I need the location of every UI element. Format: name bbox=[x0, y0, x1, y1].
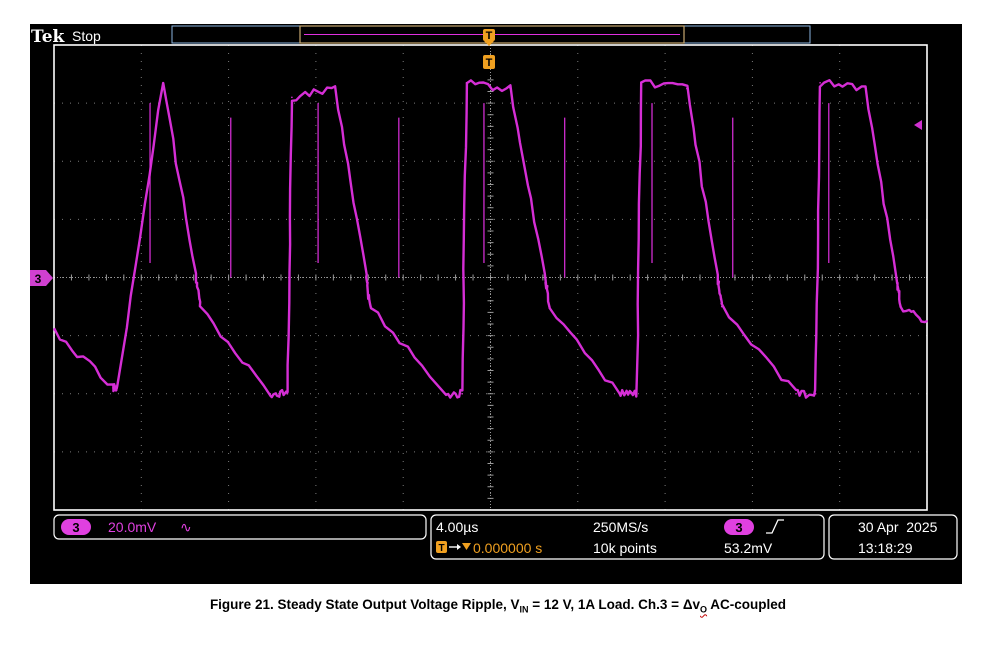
trigger-source: 3 bbox=[735, 520, 742, 535]
channel-readout[interactable]: 3 20.0mV ∿ bbox=[53, 514, 427, 540]
svg-text:T: T bbox=[486, 57, 493, 69]
waveform-point bbox=[900, 305, 902, 308]
datetime-readout: 30 Apr 2025 13:18:29 bbox=[828, 514, 958, 560]
trigger-position-value: 0.000000 s bbox=[473, 540, 542, 556]
svg-text:T: T bbox=[438, 543, 444, 554]
trigger-level-marker bbox=[914, 120, 922, 130]
waveform-point bbox=[286, 393, 289, 395]
waveform-point bbox=[640, 82, 642, 84]
waveform-point bbox=[819, 82, 821, 84]
trigger-level: 53.2mV bbox=[724, 540, 773, 556]
waveform-point bbox=[686, 87, 688, 90]
waveform-point bbox=[199, 305, 201, 308]
trigger-position-marker: T T bbox=[483, 29, 495, 69]
caption-vin-subscript: IN bbox=[519, 604, 529, 615]
waveform-point bbox=[112, 387, 114, 389]
channel-3-ground-marker: 3 bbox=[30, 270, 53, 286]
waveform-point bbox=[334, 87, 337, 90]
waveform-display: Tek Stop T T 3 3 20.0mV bbox=[30, 24, 962, 584]
waveform-point bbox=[162, 82, 164, 84]
waveform-point bbox=[544, 276, 546, 279]
graticule bbox=[53, 44, 928, 511]
waveform-point bbox=[509, 87, 511, 90]
waveform-point bbox=[895, 276, 898, 279]
caption-mid: = 12 V, 1A Load. Ch.3 = Δv bbox=[528, 597, 701, 612]
waveform-point bbox=[716, 276, 719, 279]
waveform-point bbox=[369, 305, 372, 308]
waveform-point bbox=[721, 305, 723, 308]
figure-caption: Figure 21. Steady State Output Voltage R… bbox=[0, 597, 996, 615]
waveform-point bbox=[795, 393, 797, 395]
waveform-point bbox=[443, 393, 446, 395]
waveform-point bbox=[926, 320, 928, 322]
waveform-point bbox=[461, 393, 463, 395]
waveform-point bbox=[465, 82, 468, 84]
waveform-point bbox=[53, 329, 55, 331]
rising-edge-icon bbox=[766, 519, 784, 534]
svg-text:3: 3 bbox=[35, 272, 42, 286]
waveform-point bbox=[195, 276, 197, 279]
caption-prefix: Figure 21. Steady State Output Voltage R… bbox=[209, 597, 520, 612]
waveform-point bbox=[269, 393, 271, 395]
waveform-point bbox=[635, 393, 638, 395]
capture-time: 13:18:29 bbox=[858, 540, 913, 556]
svg-text:T: T bbox=[486, 30, 493, 42]
trigger-source-badge bbox=[724, 519, 754, 535]
waveform-point bbox=[291, 96, 293, 99]
waveform-point bbox=[814, 393, 817, 395]
graticule-bezel bbox=[53, 44, 928, 511]
time-per-division: 4.00µs bbox=[436, 519, 478, 535]
screen-background bbox=[30, 24, 962, 584]
waveform-point bbox=[548, 305, 551, 308]
vertical-scale: 20.0mV bbox=[108, 519, 157, 535]
caption-vo-subscript: O bbox=[700, 604, 708, 615]
ac-coupling-icon: ∿ bbox=[180, 520, 192, 536]
channel-number: 3 bbox=[72, 520, 79, 535]
trigger-offset-icon: T bbox=[436, 541, 471, 554]
channel-3-badge bbox=[61, 519, 91, 535]
waveform-trace-layer bbox=[53, 79, 928, 399]
tek-logo: Tek bbox=[31, 27, 66, 47]
waveform-point bbox=[116, 387, 119, 389]
capture-date: 30 Apr 2025 bbox=[858, 519, 938, 535]
record-length: 10k points bbox=[593, 540, 657, 556]
oscilloscope-screen: Tek Stop T T 3 3 20.0mV bbox=[30, 24, 962, 584]
sample-rate: 250MS/s bbox=[593, 519, 648, 535]
caption-suffix: AC-coupled bbox=[707, 597, 787, 612]
waveform-point bbox=[365, 276, 367, 279]
horizontal-trigger-readout[interactable]: 4.00µs 250MS/s T 0.000000 s 10k points 3… bbox=[430, 514, 825, 560]
waveform-point bbox=[865, 87, 867, 90]
acquisition-status: Stop bbox=[72, 28, 101, 44]
waveform-point bbox=[618, 393, 621, 395]
